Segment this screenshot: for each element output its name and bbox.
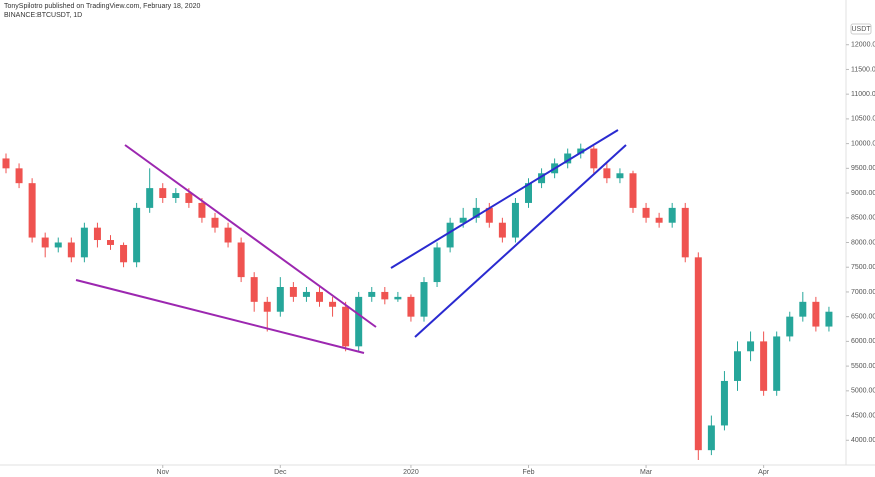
y-tick-label: 5500.00 — [851, 363, 875, 370]
y-tick-label: 9500.00 — [851, 165, 875, 172]
candle-body — [498, 222, 506, 238]
y-tick-label: 9000.00 — [851, 190, 875, 197]
y-tick-label: 7500.00 — [851, 264, 875, 271]
x-tick-label: Feb — [522, 469, 534, 476]
currency-label: USDT — [851, 26, 871, 33]
candle-body — [172, 193, 180, 198]
chart-title: TonySpilotro published on TradingView.co… — [4, 3, 200, 10]
candle-body — [577, 148, 585, 154]
candle-body — [224, 227, 232, 243]
candle-body — [381, 291, 389, 300]
candle-body — [276, 287, 284, 312]
candle-body — [316, 291, 323, 302]
candle-body — [472, 207, 480, 218]
y-tick-label: 7000.00 — [851, 289, 875, 296]
candle-body — [668, 207, 676, 223]
candle-body — [133, 207, 141, 263]
candle-body — [159, 188, 167, 198]
candle-body — [93, 227, 101, 241]
candle-body — [198, 202, 206, 218]
candle-body — [603, 168, 611, 179]
candle-body — [799, 301, 807, 317]
candle-body — [655, 217, 663, 223]
y-tick-label: 8000.00 — [851, 239, 875, 246]
candle-body — [2, 158, 10, 169]
candle-body — [590, 148, 598, 169]
candle-body — [459, 217, 467, 223]
trendline — [75, 279, 365, 354]
candle-body — [289, 287, 297, 297]
y-tick-label: 11000.00 — [851, 91, 875, 98]
candle-body — [485, 207, 493, 223]
chart-subtitle: BINANCE:BTCUSDT, 1D — [4, 12, 82, 19]
candle-body — [355, 296, 363, 347]
x-tick-label: Nov — [157, 469, 170, 476]
candle-body — [263, 301, 271, 312]
trendlines — [75, 129, 627, 354]
candle-body — [41, 237, 49, 248]
y-tick-label: 10500.00 — [851, 116, 875, 123]
x-tick-label: Dec — [274, 469, 287, 476]
candle-body — [511, 202, 519, 238]
candle-body — [107, 240, 114, 245]
candle-body — [250, 277, 258, 302]
currency-badge — [850, 23, 872, 35]
candle-body — [54, 242, 62, 248]
trendline — [390, 129, 619, 269]
candle-body — [525, 183, 532, 203]
x-tick-label: Mar — [640, 469, 653, 476]
candle-body — [812, 301, 820, 327]
candle-body — [329, 301, 337, 307]
trendline — [124, 144, 377, 328]
candle-body — [433, 247, 441, 283]
candle-body — [368, 291, 376, 297]
candle-body — [394, 296, 402, 300]
candle-body — [67, 242, 75, 258]
candle-body — [681, 207, 689, 258]
candle-body — [642, 207, 650, 218]
candle-body — [15, 168, 23, 184]
x-tick-label: 2020 — [403, 469, 419, 476]
trendline — [414, 144, 627, 338]
candle-body — [420, 282, 428, 317]
candle-body — [773, 336, 781, 391]
x-tick-label: Apr — [758, 469, 770, 476]
candle-body — [80, 227, 88, 258]
candle-body — [120, 244, 128, 263]
y-tick-label: 12000.00 — [851, 42, 875, 49]
candle-body — [734, 351, 741, 381]
candle-body — [786, 316, 794, 337]
y-tick-label: 6000.00 — [851, 338, 875, 345]
candle-body — [707, 425, 715, 451]
candle-body — [342, 306, 350, 347]
candle-body — [825, 311, 833, 327]
candle-body — [446, 222, 454, 248]
y-tick-label: 8500.00 — [851, 215, 875, 222]
candle-body — [211, 217, 219, 228]
candle-body — [237, 242, 245, 278]
candle-body — [407, 296, 415, 317]
candle-body — [720, 380, 728, 426]
candle-body — [747, 341, 755, 352]
y-tick-label: 10000.00 — [851, 140, 875, 147]
candle-body — [629, 173, 637, 208]
candle-body — [185, 193, 193, 203]
candle-body — [28, 183, 36, 238]
candle-body — [564, 153, 572, 164]
candle-body — [694, 257, 702, 451]
candle-body — [616, 173, 624, 179]
y-tick-label: 6500.00 — [851, 314, 875, 321]
y-tick-label: 5000.00 — [851, 388, 875, 395]
candle-body — [146, 188, 154, 208]
y-tick-label: 11500.00 — [851, 66, 875, 73]
candle-body — [302, 291, 310, 297]
candle-body — [760, 341, 768, 391]
y-tick-label: 4500.00 — [851, 412, 875, 419]
y-tick-label: 4000.00 — [851, 437, 875, 444]
candle-body — [538, 173, 546, 184]
